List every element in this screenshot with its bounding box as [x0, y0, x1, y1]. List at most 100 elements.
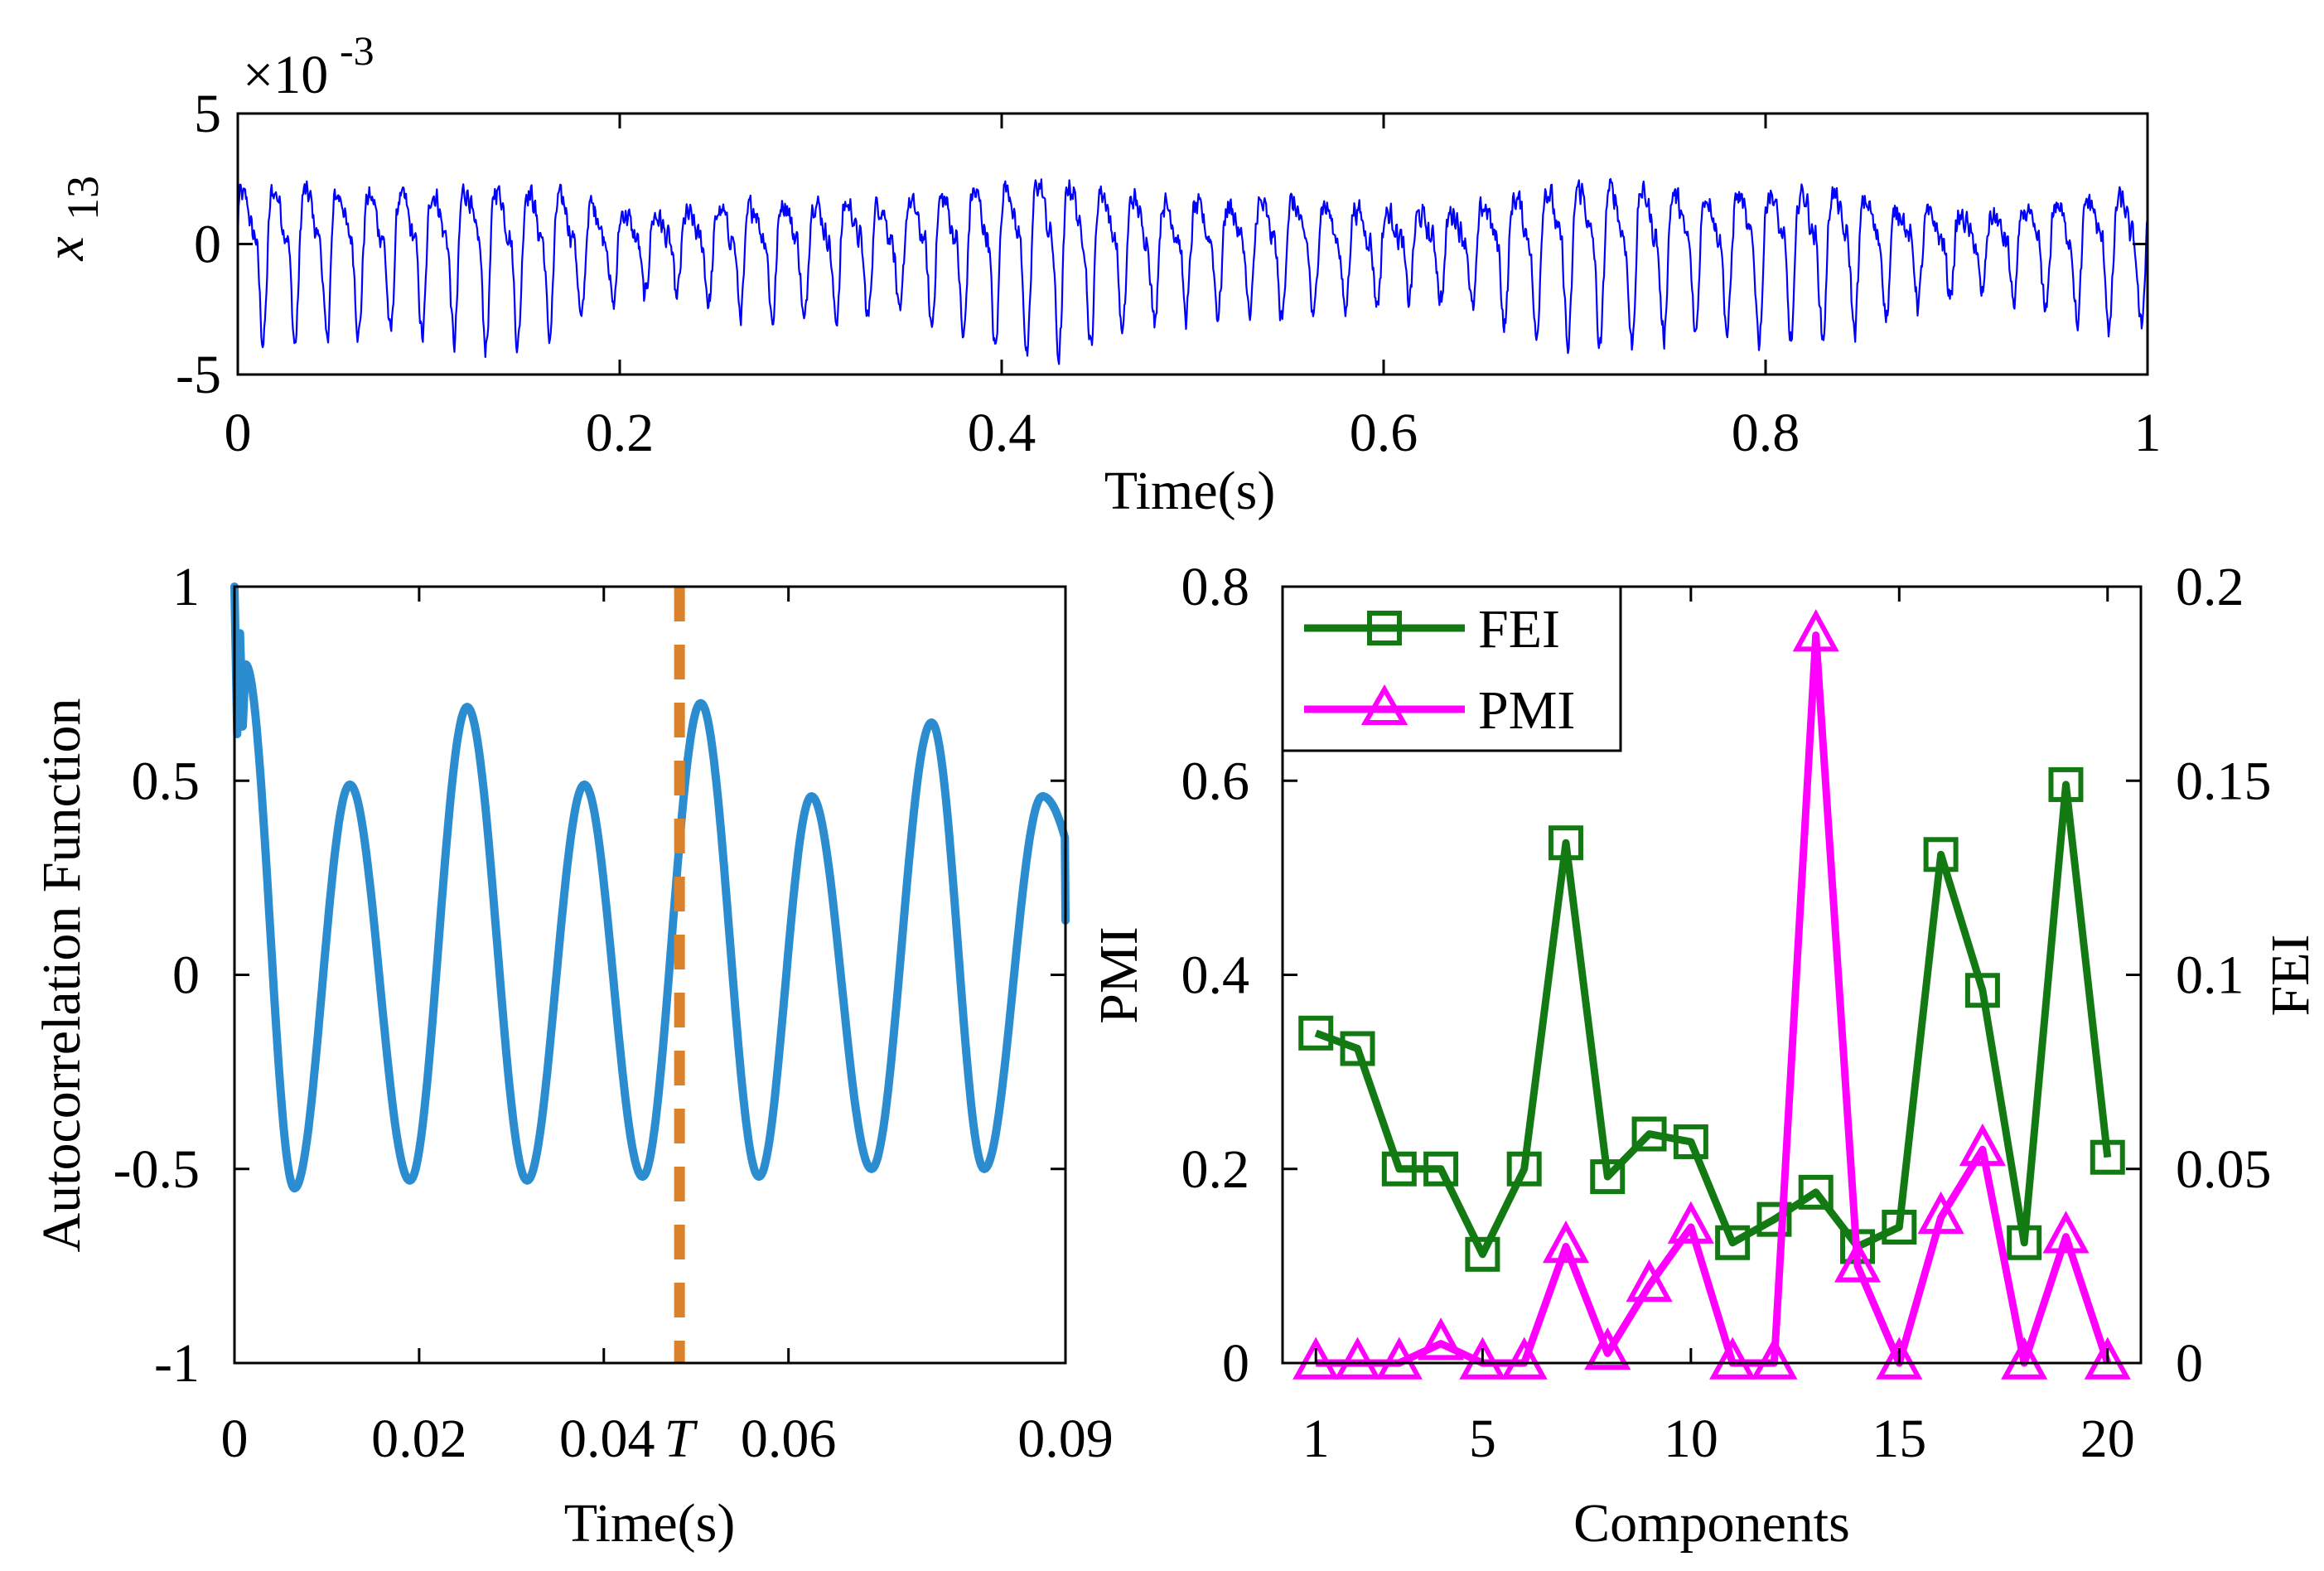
bottom-right-ytick-label-left: 0.8 — [1181, 557, 1250, 617]
top-xlabel: Time(s) — [1104, 461, 1276, 521]
bottom-left-xtick-label: 0.09 — [1017, 1409, 1114, 1469]
bottom-left-plot-area — [230, 582, 1070, 1363]
bottom-right-plot-area — [1292, 609, 2131, 1380]
top-ylabel-subscript: 13 — [58, 176, 108, 220]
fei-point — [1423, 1151, 1459, 1187]
fei-point — [1298, 1015, 1334, 1051]
pmi-point — [1834, 1240, 1882, 1283]
pmi-point — [1584, 1327, 1631, 1370]
pmi-point — [1459, 1337, 1506, 1380]
top-xtick-label: 0.6 — [1350, 403, 1418, 463]
bottom-right-xtick-label: 10 — [1664, 1409, 1718, 1469]
top-exponent-prefix: ×10 — [243, 45, 328, 105]
legend-pmi-marker — [1360, 684, 1408, 725]
bottom-right-ytick-label-right: 0.05 — [2176, 1139, 2272, 1200]
pmi-point — [2001, 1337, 2048, 1380]
bottom-left-ytick-label: -0.5 — [114, 1139, 200, 1200]
pmi-point — [1542, 1221, 1590, 1264]
fei-point — [1506, 1151, 1542, 1187]
pmi-point — [1375, 1337, 1423, 1380]
pmi-point — [1292, 1337, 1340, 1380]
fei-point — [1590, 1159, 1626, 1195]
pmi-point — [1334, 1337, 1381, 1380]
top-xtick-label: 0.8 — [1732, 403, 1800, 463]
fei-point — [1882, 1210, 1917, 1245]
legend-fei-label: FEI — [1478, 599, 1560, 660]
bottom-left-xtick-label: 0.04 — [559, 1409, 655, 1469]
top-plot-area — [236, 177, 2149, 365]
bottom-right-ytick-label-left: 0 — [1222, 1333, 1249, 1394]
top-xtick-label: 0.4 — [968, 403, 1036, 463]
top-xtick-label: 1 — [2134, 403, 2162, 463]
fei-point — [1673, 1124, 1708, 1159]
fei-point — [2007, 1225, 2042, 1260]
bottom-right-ytick-label-left: 0.4 — [1181, 945, 1250, 1006]
bottom-right-xtick-label: 15 — [1872, 1409, 1926, 1469]
fei-point — [1548, 825, 1583, 861]
fei-point — [2090, 1139, 2125, 1175]
bottom-right-ytick-label-left: 0.2 — [1181, 1139, 1250, 1200]
legend-box — [1281, 585, 1622, 752]
fei-point — [1381, 1151, 1417, 1187]
bottom-right-xtick-label: 5 — [1469, 1409, 1496, 1469]
bottom-left-ytick-label: 0.5 — [132, 751, 201, 811]
x13-signal-line — [236, 177, 2149, 365]
fei-point — [1798, 1174, 1834, 1210]
pmi-point — [1792, 609, 1839, 652]
top-xtick-label: 0.2 — [586, 403, 655, 463]
pmi-point — [1500, 1337, 1548, 1380]
bottom-right-ytick-label-right: 0 — [2176, 1333, 2203, 1394]
bottom-left-ylabel: Autocorrelation Function — [31, 698, 92, 1252]
pmi-point — [1751, 1337, 1798, 1380]
top-ylabel-main: x — [35, 236, 95, 261]
top-xtick-label: 0 — [225, 403, 252, 463]
pmi-series-line — [1316, 631, 2112, 1367]
top-ytick-label: -5 — [176, 345, 221, 405]
bottom-right-ylabel-left: PMI — [1089, 926, 1149, 1023]
pmi-point — [2042, 1211, 2090, 1254]
bottom-left-xlabel: Time(s) — [564, 1493, 736, 1554]
top-ticks: 0 0.2 0.4 0.6 0.8 1-505 — [176, 84, 2161, 463]
top-ytick-label: 5 — [194, 84, 221, 144]
fei-point — [1465, 1236, 1500, 1272]
autocorrelation-line — [230, 582, 1070, 1193]
top-ytick-label: 0 — [194, 215, 221, 275]
bottom-left-ytick-label: -1 — [154, 1333, 200, 1394]
pmi-point — [1876, 1337, 1923, 1380]
bottom-right-ytick-label-right: 0.2 — [2176, 557, 2244, 617]
legend-fei-marker — [1367, 611, 1402, 645]
pmi-point — [1418, 1317, 1465, 1361]
bottom-right-ylabel-right: FEI — [2260, 935, 2321, 1017]
fei-point — [2048, 766, 2084, 802]
bottom-right-xlabel: Components — [1573, 1493, 1850, 1554]
bottom-left-xtick-label: 0.02 — [371, 1409, 467, 1469]
bottom-left-xtick-label: 0 — [221, 1409, 249, 1469]
pmi-point — [2084, 1337, 2131, 1380]
fei-point — [1923, 837, 1959, 873]
pmi-point — [1626, 1259, 1673, 1303]
bottom-right-ytick-label-left: 0.6 — [1181, 751, 1250, 811]
fei-point — [1715, 1225, 1751, 1260]
top-panel: 0 0.2 0.4 0.6 0.8 1-505 x 13 ×10 -3 Time(s) — [35, 27, 2162, 521]
bottom-left-ytick-label: 0 — [172, 945, 200, 1006]
legend: FEI PMI — [1281, 585, 1622, 752]
fei-point — [1631, 1116, 1667, 1152]
fei-point — [1964, 973, 2000, 1008]
bottom-left-ticks: 0 0.02 0.04 0.06 0.09 -1 -0.5 0 0.5 1 — [114, 557, 1114, 1469]
bottom-left-ytick-label: 1 — [172, 557, 200, 617]
fei-point — [1340, 1031, 1375, 1066]
bottom-right-ytick-label-right: 0.15 — [2176, 751, 2272, 811]
pmi-point — [1709, 1337, 1756, 1380]
bottom-left-panel: 0 0.02 0.04 0.06 0.09 -1 -0.5 0 0.5 1 Autocorrela… — [31, 557, 1114, 1554]
bottom-right-ytick-label-right: 0.1 — [2176, 945, 2244, 1006]
period-marker-label: T — [664, 1409, 698, 1469]
bottom-right-xtick-label: 20 — [2080, 1409, 2135, 1469]
pmi-point — [1959, 1123, 2006, 1167]
legend-pmi-label: PMI — [1478, 680, 1575, 741]
fei-point — [1756, 1201, 1792, 1237]
pmi-point — [1917, 1191, 1964, 1235]
